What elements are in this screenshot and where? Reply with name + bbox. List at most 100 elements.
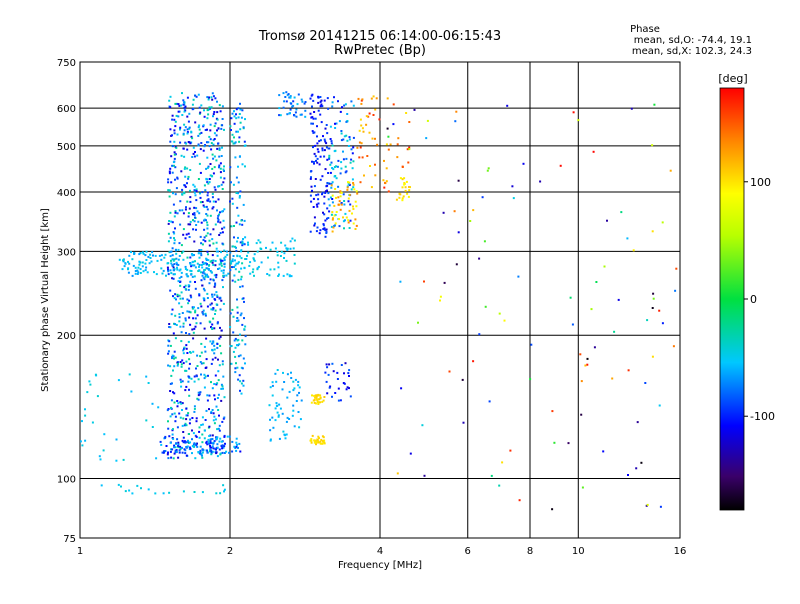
data-point [200,254,203,257]
data-point [219,308,222,311]
data-point [187,412,190,415]
data-point [223,262,226,265]
data-point [232,255,235,257]
data-point [174,449,177,452]
data-point [344,103,347,106]
data-point [175,261,178,264]
data-point [206,181,209,184]
data-point [188,362,191,365]
data-point [222,181,225,184]
data-point [173,237,175,240]
data-point [401,165,404,168]
data-point [216,346,219,349]
data-point [244,236,247,239]
data-point [207,182,210,185]
data-point [186,256,189,259]
data-point [329,196,332,199]
data-point [124,262,127,265]
data-point [194,266,197,269]
data-point [352,205,354,208]
data-point [233,142,236,145]
data-point [205,267,208,270]
data-point [173,412,176,415]
data-point [233,136,235,139]
data-point [179,280,182,283]
data-point [233,115,236,118]
data-point [347,197,350,200]
data-point [240,312,243,315]
data-point [208,441,211,444]
data-point [327,373,330,376]
data-point [172,428,174,431]
data-point [222,446,225,449]
data-point [203,218,206,221]
data-point [282,430,285,433]
data-point [286,113,289,116]
data-point [327,107,330,110]
data-point [669,169,672,172]
data-point [179,284,182,287]
data-point [208,244,211,247]
data-point [334,122,336,125]
data-point [185,424,188,427]
data-point [269,418,271,421]
data-point [204,350,207,353]
data-point [218,104,221,107]
data-point [181,402,184,405]
data-point [240,275,243,278]
data-point [220,251,222,254]
data-point [211,293,213,296]
data-point [269,268,272,271]
data-point [219,335,222,338]
data-point [208,425,211,428]
data-point [248,264,251,267]
data-point [404,186,407,189]
data-point [323,138,326,141]
data-point [198,212,201,215]
data-point [311,434,314,437]
data-point [180,385,183,388]
data-point [457,179,460,182]
data-point [209,270,212,272]
data-point [221,118,224,120]
data-point [209,441,212,444]
data-point [369,165,371,167]
colorbar-tick-label: 100 [750,176,771,189]
data-point [335,177,338,180]
data-point [223,435,226,438]
data-point [120,485,122,488]
data-point [184,268,187,270]
data-point [214,282,217,285]
data-point [403,182,406,184]
data-point [226,435,229,438]
data-point [672,345,675,348]
data-point [205,219,207,222]
data-point [241,262,244,265]
data-point [174,102,177,105]
data-point [210,271,213,274]
data-point [244,118,246,121]
data-point [182,436,185,439]
data-point [344,171,347,174]
data-point [177,443,180,446]
data-point [173,268,176,271]
data-point [197,378,200,381]
data-point [162,492,165,495]
data-point [194,216,196,219]
data-point [386,127,389,130]
data-point [201,423,204,426]
data-point [387,148,390,151]
data-point [200,252,203,255]
data-point [218,267,221,270]
data-point [220,127,223,130]
data-point [173,401,176,404]
data-point [209,438,212,441]
data-point [405,180,408,183]
data-point [167,427,170,430]
data-point [183,440,186,443]
data-point [213,348,216,351]
data-point [194,325,197,328]
data-point [197,398,200,401]
data-point [168,340,171,343]
data-point [200,452,203,455]
